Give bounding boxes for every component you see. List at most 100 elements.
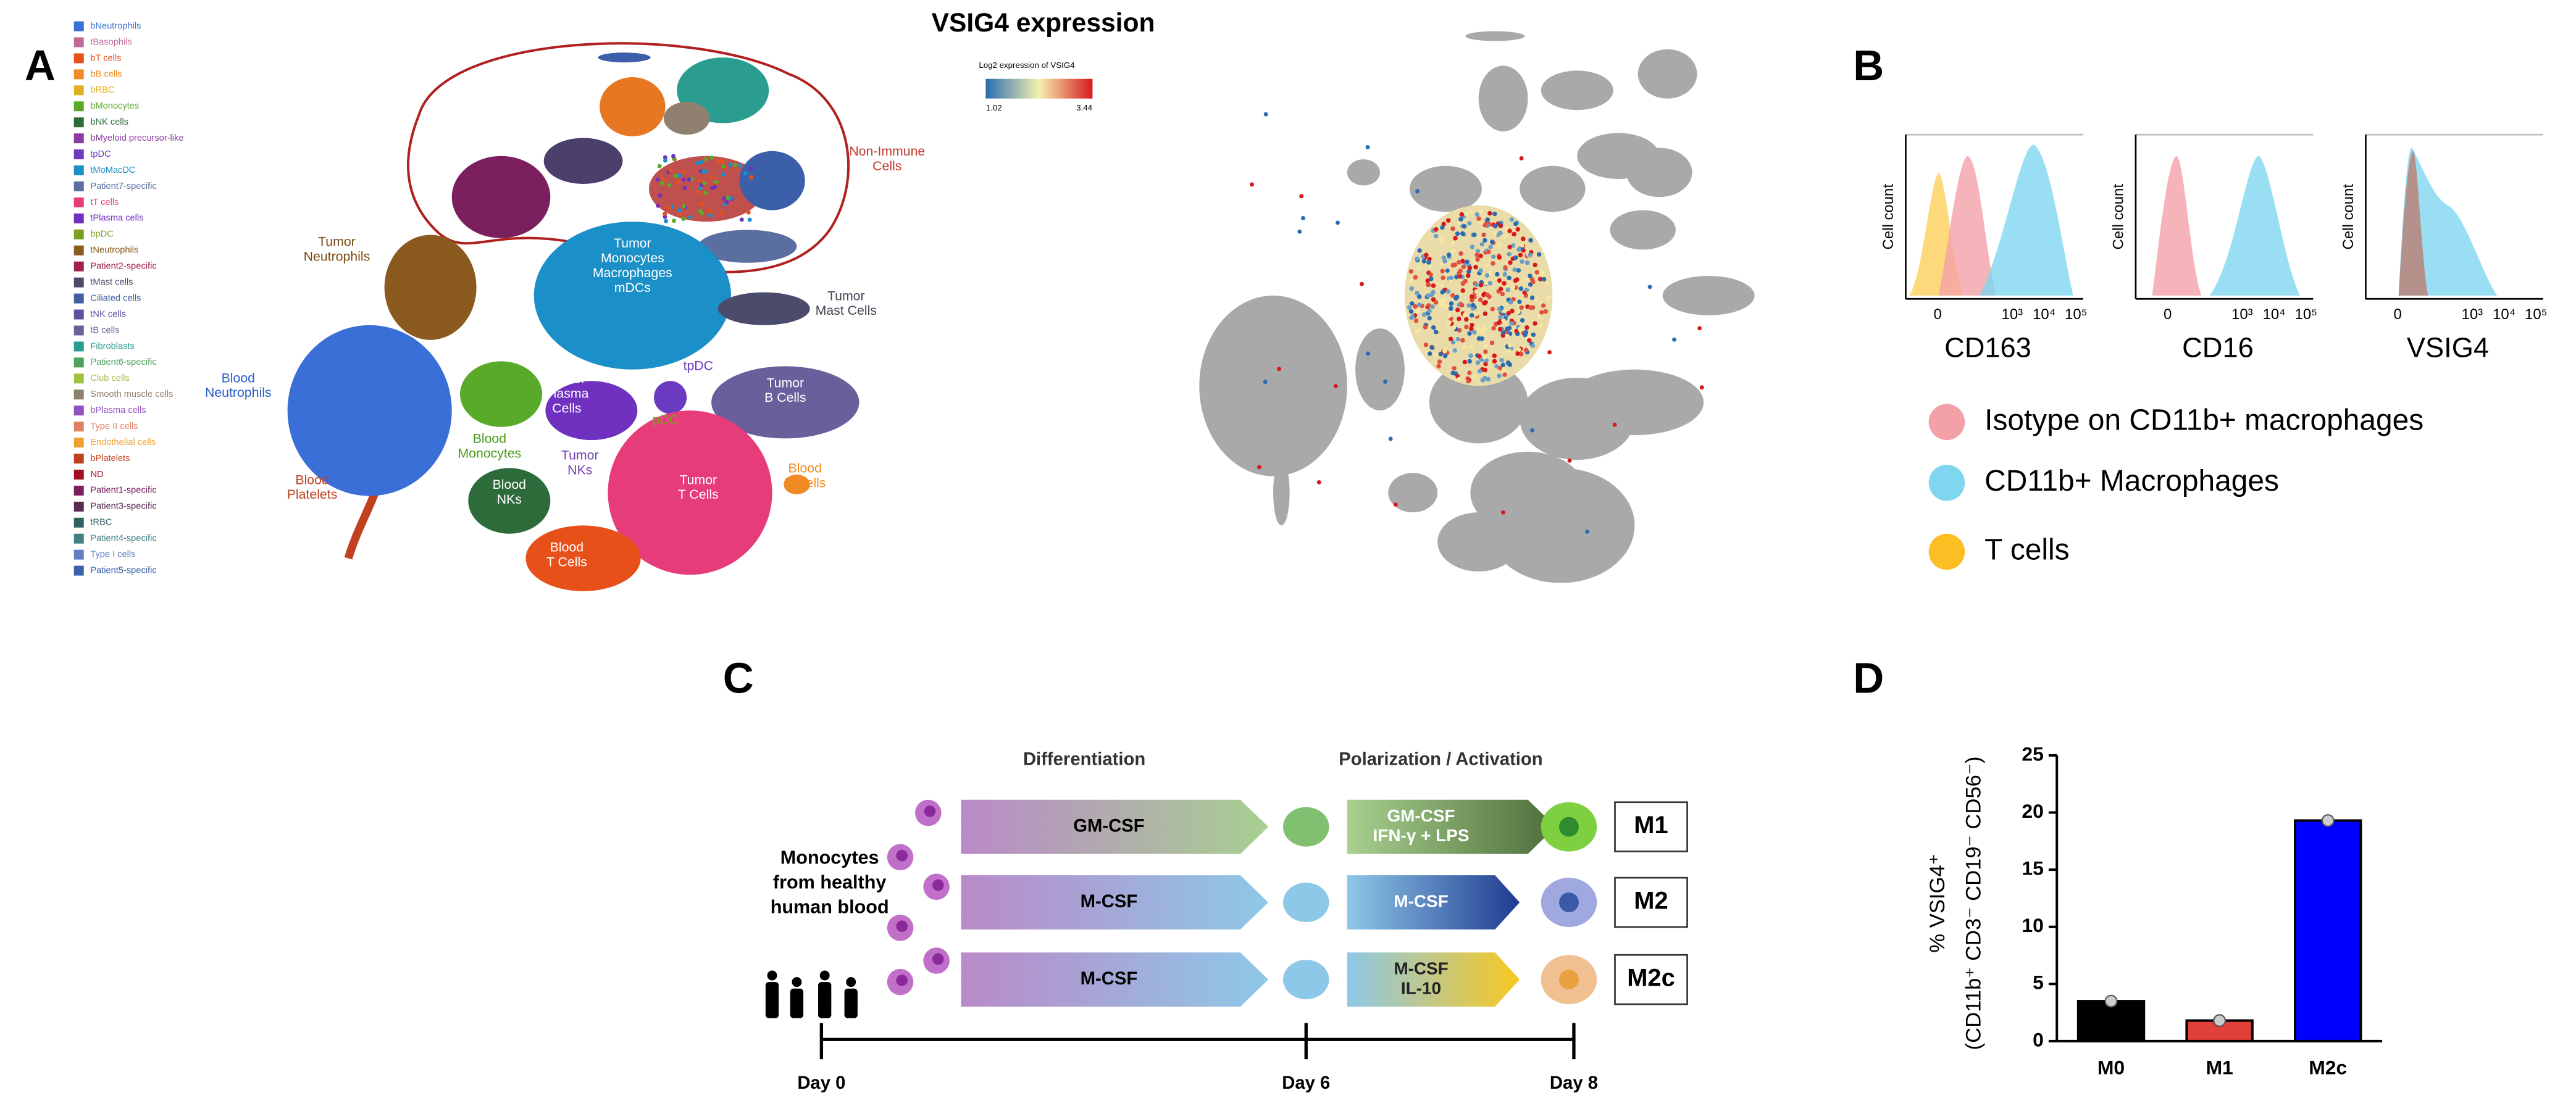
- cell-dot: [1474, 289, 1479, 294]
- nucleus: [924, 805, 936, 817]
- cell-dot: [1473, 312, 1478, 317]
- cell-dot: [680, 169, 685, 174]
- cell-dot: [1462, 344, 1467, 349]
- cell-dot: [1507, 275, 1512, 281]
- cell-cluster: [543, 138, 623, 185]
- cell-cluster: [784, 474, 810, 494]
- cell-dot: [1388, 436, 1393, 441]
- cell-dot: [728, 162, 733, 167]
- y-tick-label: 5: [2033, 971, 2044, 994]
- cell-dot: [1539, 310, 1544, 315]
- cell-dot: [1416, 265, 1422, 270]
- cell-dot: [1473, 265, 1478, 270]
- cell-dot: [657, 164, 662, 168]
- legend-swatch: [73, 53, 84, 64]
- cell-cluster: [717, 292, 810, 325]
- cluster-label-line: Blood: [493, 477, 526, 492]
- bar: [2076, 1000, 2146, 1042]
- cell-dot: [1476, 216, 1481, 221]
- arrow-label: M-CSF: [1394, 959, 1448, 978]
- cell-cluster: [451, 156, 551, 238]
- cell-dot: [1507, 252, 1512, 257]
- cell-cluster: [663, 101, 710, 135]
- cell-dot: [1474, 212, 1479, 217]
- cell-dot: [1537, 323, 1543, 328]
- cell-dot: [1503, 265, 1508, 270]
- histogram: [2398, 151, 2428, 296]
- activated-nucleus: [1559, 970, 1579, 990]
- histogram: [1938, 156, 1996, 296]
- cluster-label-line: Tumor: [766, 375, 804, 390]
- arrow: [1347, 875, 1520, 929]
- cell-dot: [1498, 223, 1503, 228]
- cell-dot: [1426, 303, 1431, 308]
- cell-dot: [1433, 352, 1438, 357]
- bar: [2294, 819, 2362, 1042]
- cell-dot: [1507, 228, 1512, 233]
- data-point: [2213, 1014, 2227, 1027]
- cell-dot: [1520, 318, 1525, 323]
- cell-dot: [1536, 252, 1542, 257]
- cell-dot: [703, 157, 708, 162]
- cell-dot: [1534, 270, 1540, 275]
- colorbar: [985, 78, 1093, 99]
- x-tick-label: M1: [2206, 1057, 2233, 1079]
- cell-dot: [1467, 370, 1472, 375]
- cell-cluster: [287, 325, 452, 496]
- cell-dot: [1526, 338, 1532, 343]
- cell-dot: [1521, 236, 1526, 241]
- cell-cluster: [1662, 276, 1755, 315]
- cell-dot: [1513, 255, 1518, 260]
- cluster-label-line: T Cells: [678, 487, 719, 502]
- cell-dot: [1507, 244, 1512, 250]
- legend-label: Ciliated cells: [90, 293, 141, 303]
- cell-dot: [729, 196, 734, 201]
- cell-dot: [667, 206, 672, 210]
- cluster-label-line: Cells: [872, 159, 901, 173]
- cell-dot: [1458, 217, 1463, 222]
- legend-swatch: [73, 165, 84, 176]
- arrow-label: IFN-γ + LPS: [1373, 826, 1470, 845]
- macrophage: [1283, 807, 1329, 847]
- cell-dot: [1530, 305, 1536, 310]
- axis-label: CD163: [1944, 332, 2031, 364]
- cell-dot: [1449, 275, 1454, 281]
- cluster-label-line: NKs: [497, 492, 522, 507]
- cell-dot: [1540, 273, 1545, 278]
- cell-dot: [1497, 326, 1503, 332]
- tick-label: 10³: [2002, 306, 2023, 323]
- cell-dot: [1585, 529, 1590, 534]
- cell-dot: [733, 162, 737, 167]
- colorbar-title: Log2 expression of VSIG4: [979, 60, 1074, 70]
- cell-dot: [688, 215, 693, 220]
- cell-dot: [1424, 252, 1429, 257]
- cluster-label: Tumor Mast Cells: [816, 288, 877, 318]
- cell-dot: [1457, 316, 1462, 322]
- cell-dot: [1301, 215, 1305, 220]
- colorbar-max: 3.44: [1076, 103, 1092, 112]
- person-head: [846, 977, 856, 988]
- person-head: [819, 970, 830, 981]
- cell-dot: [1647, 285, 1652, 289]
- cell-dot: [1453, 236, 1458, 241]
- cell-dot: [700, 211, 705, 216]
- cluster-label-line: Non-Immune: [849, 144, 925, 159]
- person-head: [792, 977, 802, 988]
- cell-dot: [1488, 244, 1493, 249]
- y-axis-label: (CD11b⁺ CD3⁻ CD19⁻ CD56⁻): [1962, 756, 1985, 1050]
- cell-dot: [1534, 296, 1539, 301]
- cell-dot: [1415, 189, 1420, 194]
- cell-dot: [1474, 252, 1479, 257]
- cell-dot: [1417, 294, 1422, 299]
- cell-dot: [1512, 267, 1517, 272]
- cell-dot: [1533, 262, 1537, 268]
- result-label: M1: [1634, 812, 1668, 839]
- cell-dot: [1497, 365, 1503, 371]
- cell-dot: [698, 178, 703, 183]
- cell-dot: [1514, 328, 1519, 334]
- arrow: [1347, 952, 1520, 1007]
- cell-dot: [1297, 229, 1302, 234]
- legend-label: Type I cells: [90, 550, 135, 560]
- nucleus: [932, 879, 944, 891]
- cell-dot: [1413, 275, 1418, 280]
